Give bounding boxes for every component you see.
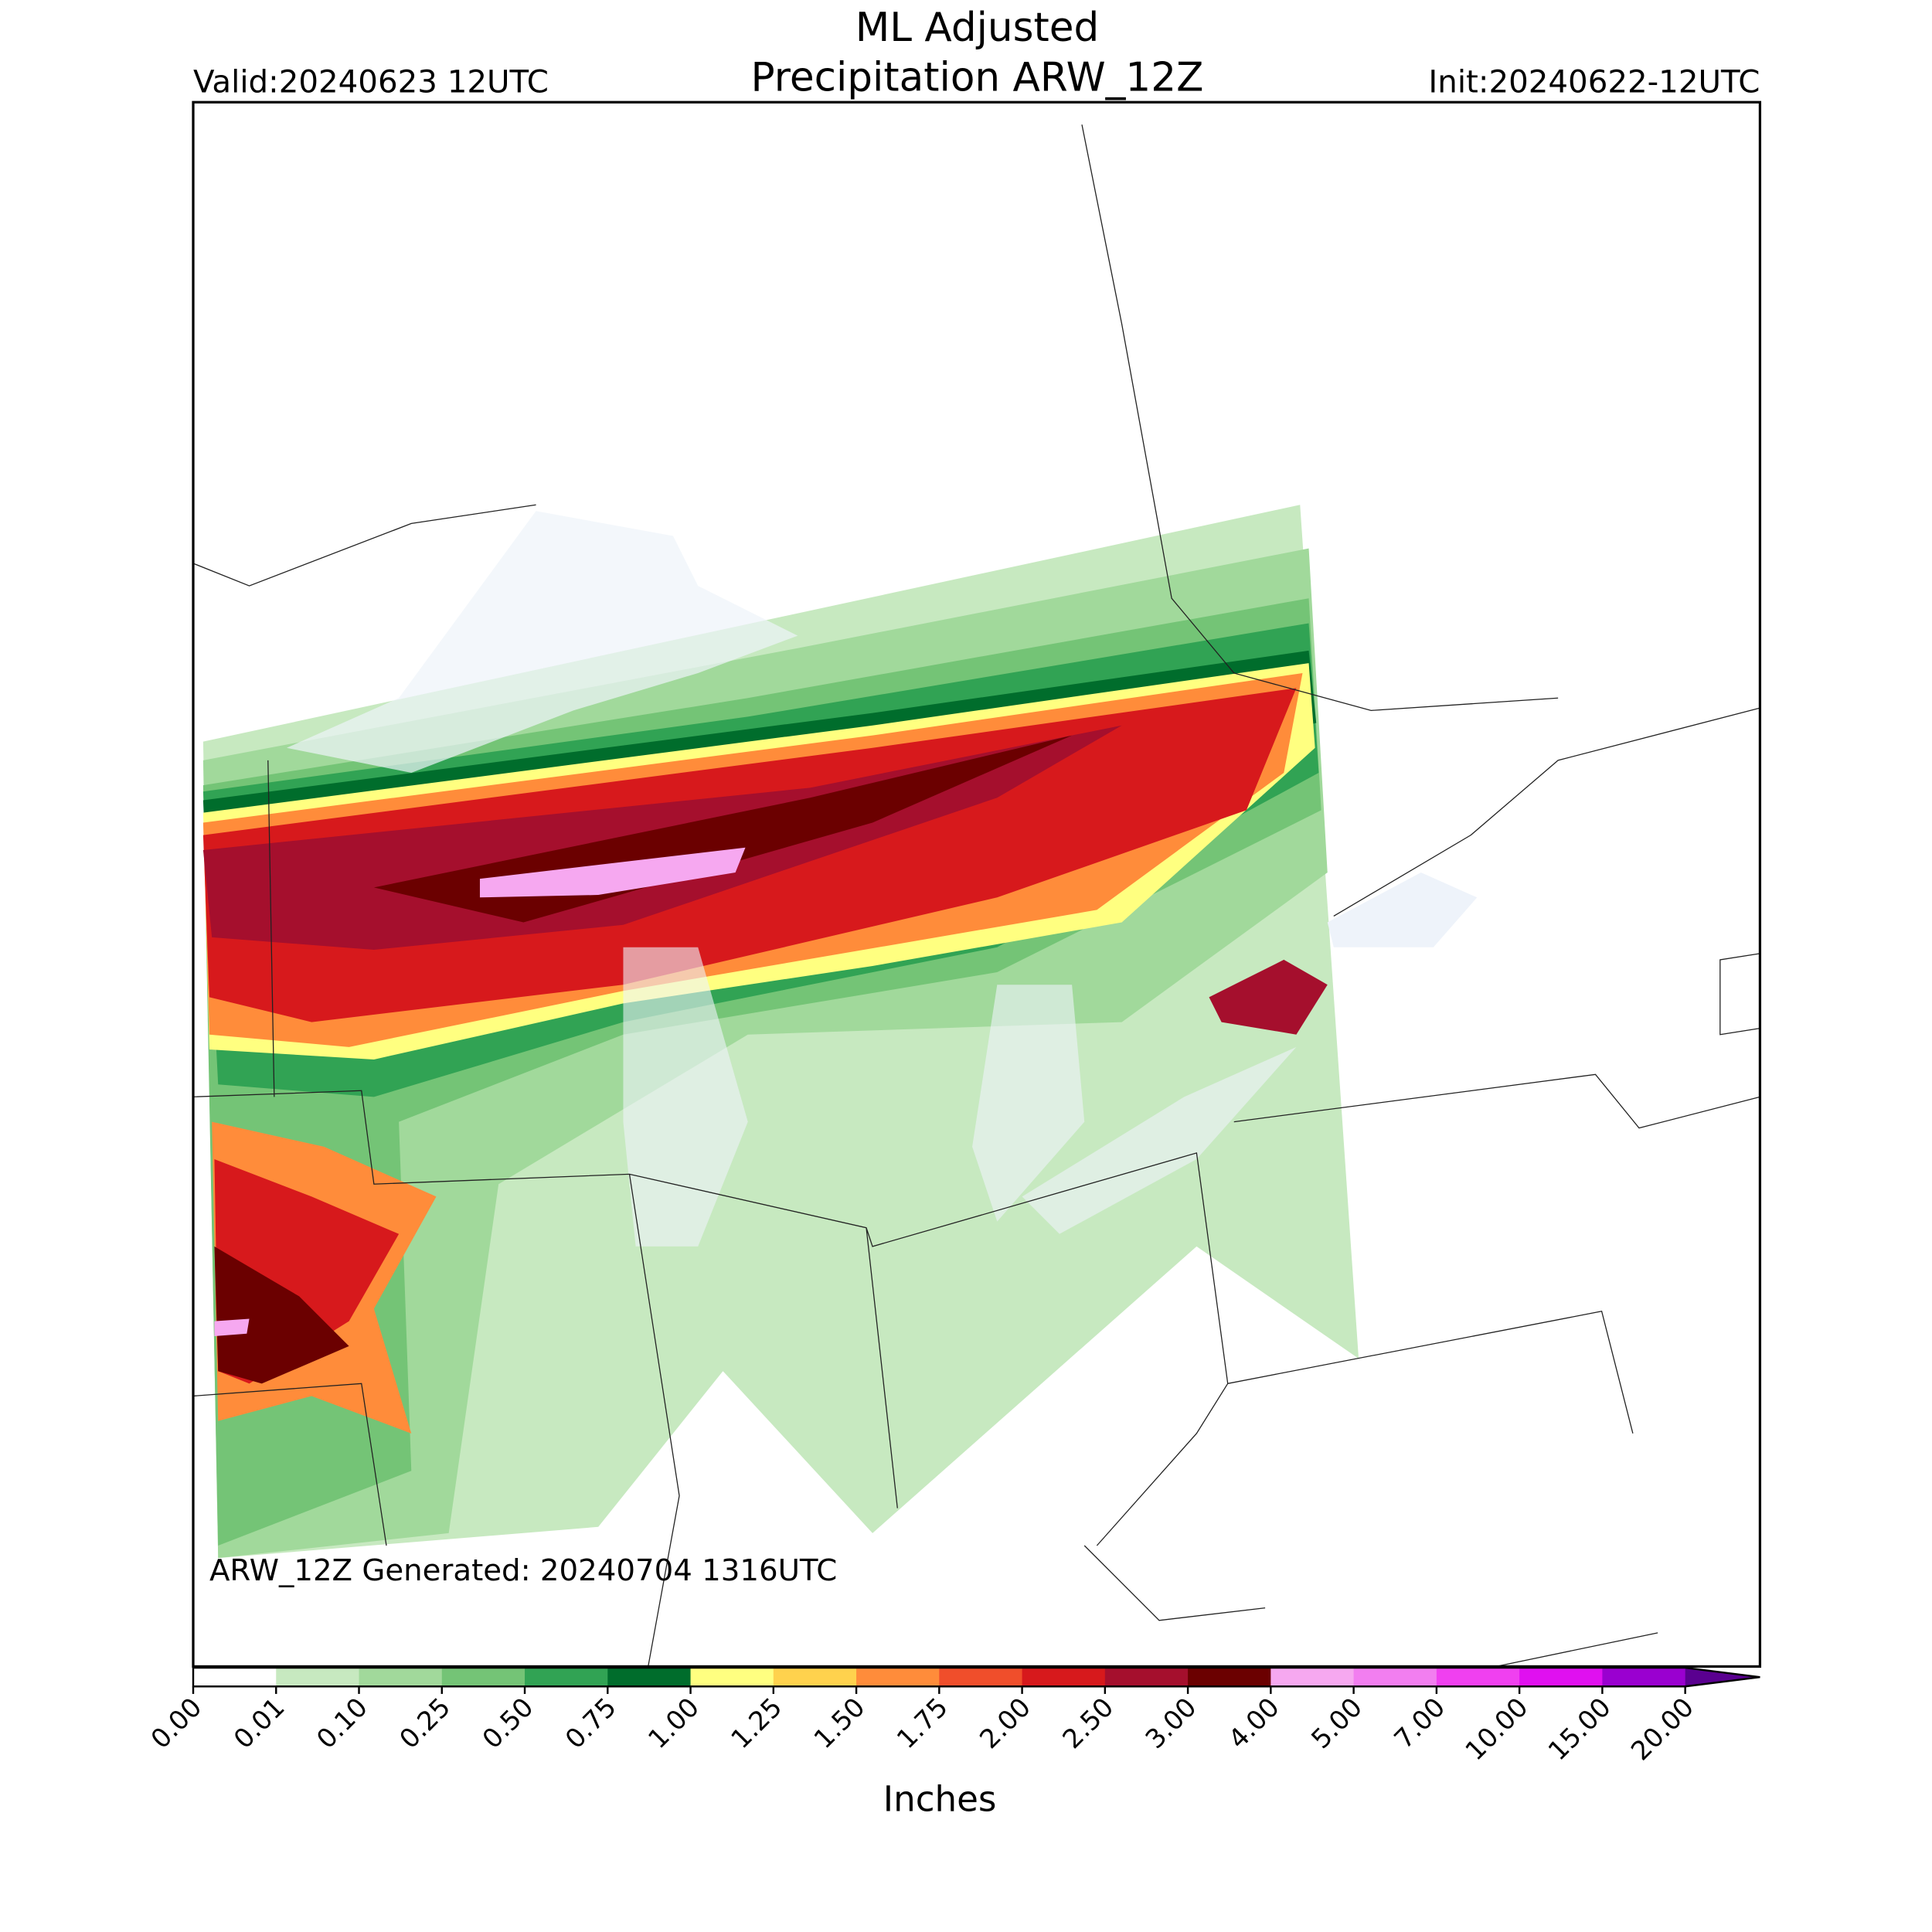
title: Precipitation ARW_12Z [751,55,1204,101]
lake [1022,1046,1297,1234]
colorbar-tick-label: 0.75 [560,1692,622,1754]
colorbar-bin [1436,1668,1520,1687]
precip-area [214,1318,250,1337]
generated-note: ARW_12Z Generated: 20240704 1316UTC [209,1553,837,1588]
colorbar-tick-label: 0.01 [228,1692,291,1754]
precip-area [479,847,746,898]
lake [972,985,1085,1222]
colorbar-bin [856,1668,940,1687]
colorbar-bin [276,1668,359,1687]
colorbar-tick-label: 10.00 [1460,1692,1534,1766]
map: ARW_12Z Generated: 20240704 1316UTC [192,100,1762,1668]
colorbar-tick-label: 5.00 [1305,1692,1368,1754]
precip-area [1209,959,1328,1035]
colorbar-label: Inches [883,1779,997,1820]
colorbar-bin [1602,1668,1686,1687]
colorbar-bin [359,1668,443,1687]
colorbar-bin [939,1668,1023,1687]
colorbar-tick-label: 1.75 [891,1692,954,1754]
colorbar-bin [525,1668,608,1687]
borders [192,124,1760,1667]
colorbar-tick-label: 3.00 [1140,1692,1202,1754]
colorbar-outline [192,1666,1760,1688]
colorbar-tick-label: 0.25 [393,1692,456,1754]
colorbar-bin [192,1668,277,1687]
colorbar-bin [773,1668,857,1687]
colorbar-bin [1519,1668,1603,1687]
colorbar-tick-label: 1.25 [725,1692,787,1754]
map-frame [192,100,1762,1668]
colorbar-tick-label: 0.10 [311,1692,373,1754]
lake [623,947,748,1247]
valid-time: Valid:20240623 12UTC [193,63,549,100]
figure: ML Adjusted Precipitation ARW_12Z Valid:… [145,5,1762,1820]
colorbar-tick-label: 2.00 [974,1692,1036,1754]
init-time: Init:20240622-12UTC [1428,63,1760,100]
colorbar-extend [1685,1668,1760,1687]
colorbar-tick-label: 0.50 [477,1692,539,1754]
colorbar-tick-label: 20.00 [1625,1692,1699,1766]
colorbar-tick-label: 4.00 [1223,1692,1285,1754]
colorbar-tick-label: 0.00 [145,1692,208,1754]
colorbar-tick-label: 1.00 [642,1692,705,1754]
map-layers [192,124,1760,1667]
colorbar-bin [1353,1668,1437,1687]
lake [1327,872,1478,947]
colorbar-tick-label: 15.00 [1543,1692,1617,1766]
colorbar-bin [1104,1668,1189,1687]
colorbar-tick-label: 7.00 [1389,1692,1451,1754]
colorbar-bin [1270,1668,1355,1687]
colorbar-tick-label: 1.50 [808,1692,871,1754]
title: ML Adjusted [855,5,1100,51]
lake [286,511,798,773]
colorbar-bin [607,1668,692,1687]
colorbar: 0.00 0.01 0.10 0.25 0.50 0.75 1.00 1.25 1.50 1.75… [145,1666,1760,1766]
colorbar-bin [1022,1668,1106,1687]
precip-area [214,1246,349,1384]
colorbar-bin [1188,1668,1271,1687]
colorbar-tick-label: 2.50 [1057,1692,1120,1754]
colorbar-bin [690,1668,774,1687]
colorbar-bin [441,1668,526,1687]
